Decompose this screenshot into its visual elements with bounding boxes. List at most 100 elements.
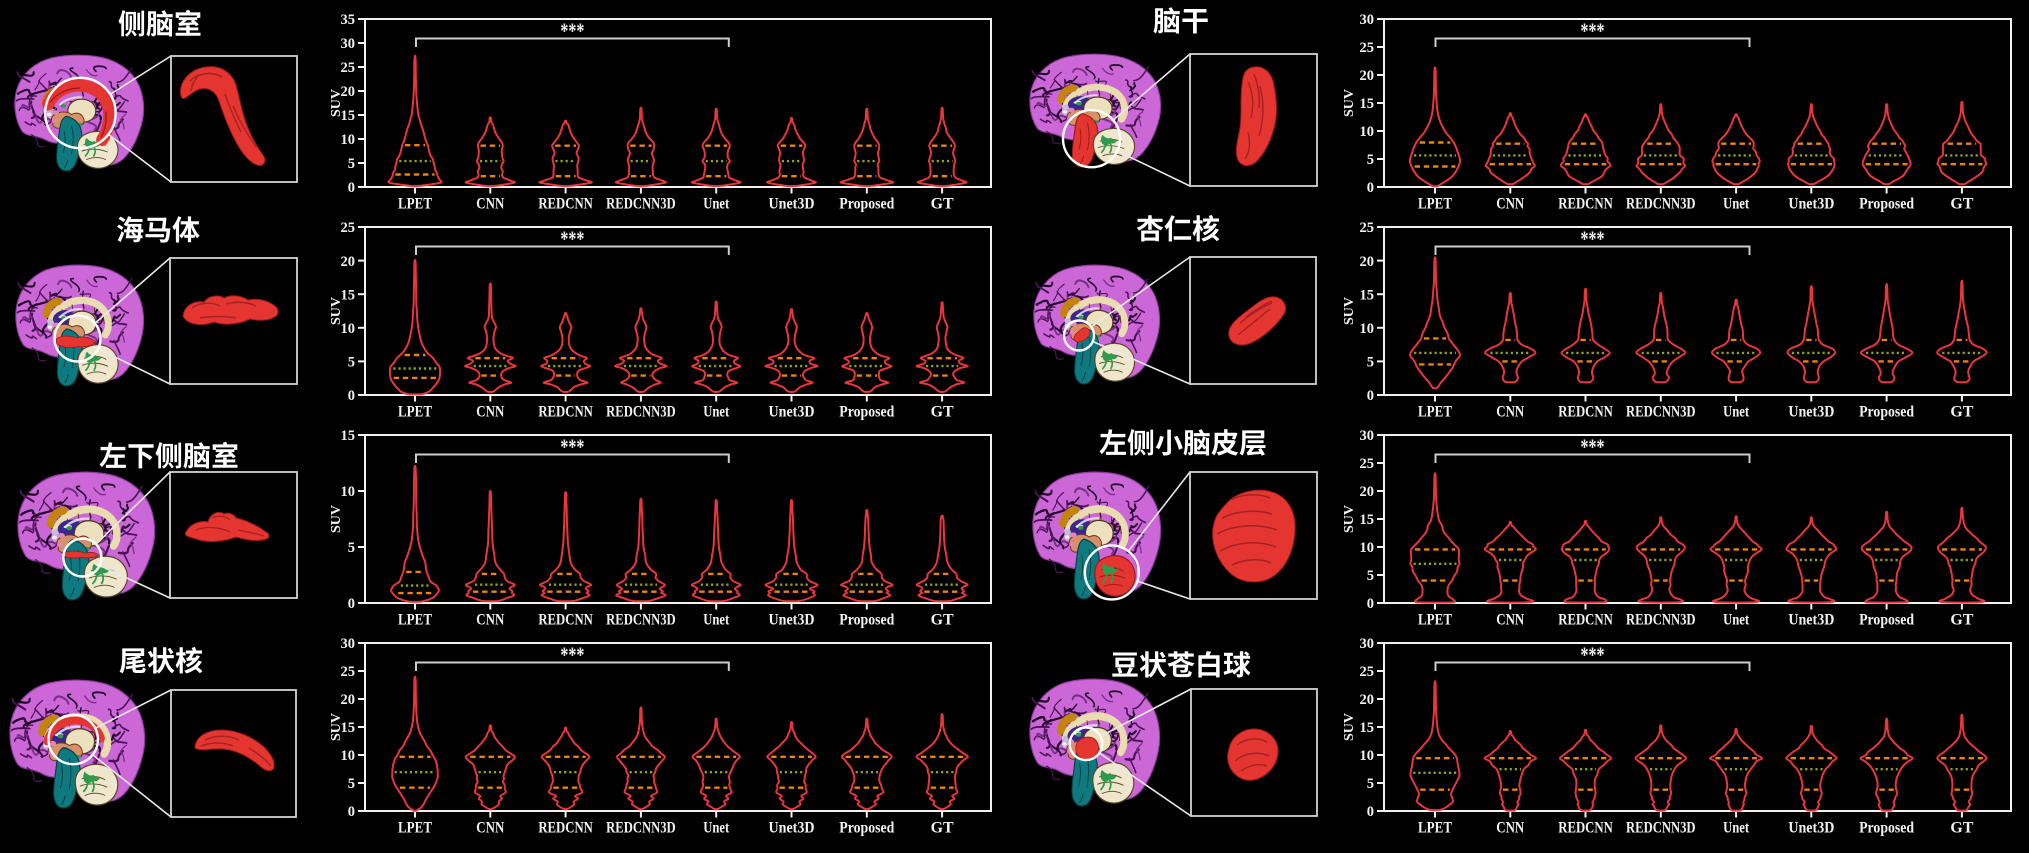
svg-text:10: 10 <box>1360 540 1375 556</box>
svg-text:Unet3D: Unet3D <box>1788 404 1834 421</box>
svg-text:REDCNN3D: REDCNN3D <box>606 612 676 629</box>
svg-text:Unet: Unet <box>703 196 730 213</box>
svg-text:30: 30 <box>341 636 356 652</box>
svg-text:REDCNN3D: REDCNN3D <box>1626 196 1696 213</box>
svg-text:5: 5 <box>1367 568 1374 584</box>
svg-text:***: *** <box>1581 434 1605 459</box>
svg-text:15: 15 <box>341 720 356 736</box>
svg-text:Unet3D: Unet3D <box>769 404 815 421</box>
svg-text:30: 30 <box>1360 636 1375 652</box>
svg-text:LPET: LPET <box>1418 404 1452 421</box>
svg-text:***: *** <box>560 434 584 459</box>
svg-text:Unet3D: Unet3D <box>1788 612 1834 629</box>
svg-text:REDCNN: REDCNN <box>538 612 593 629</box>
svg-text:Proposed: Proposed <box>839 820 894 837</box>
svg-text:CNN: CNN <box>1496 404 1524 421</box>
svg-text:20: 20 <box>341 692 356 708</box>
svg-text:CNN: CNN <box>476 820 504 837</box>
svg-text:REDCNN: REDCNN <box>1558 820 1613 837</box>
svg-text:20: 20 <box>1360 68 1375 84</box>
svg-text:10: 10 <box>1360 321 1375 337</box>
svg-text:Unet: Unet <box>703 820 730 837</box>
svg-text:CNN: CNN <box>1496 612 1524 629</box>
svg-text:LPET: LPET <box>1418 196 1452 213</box>
svg-text:5: 5 <box>348 355 355 371</box>
svg-text:Unet: Unet <box>1723 404 1750 421</box>
svg-text:***: *** <box>560 642 584 667</box>
svg-text:0: 0 <box>348 596 355 612</box>
svg-text:25: 25 <box>341 60 356 76</box>
svg-text:Proposed: Proposed <box>1859 404 1914 421</box>
svg-text:REDCNN: REDCNN <box>1558 404 1613 421</box>
svg-text:SUV: SUV <box>329 505 344 533</box>
svg-text:CNN: CNN <box>1496 196 1524 213</box>
svg-text:LPET: LPET <box>398 404 432 421</box>
svg-text:GT: GT <box>1950 404 1973 421</box>
svg-text:10: 10 <box>1360 124 1375 140</box>
svg-text:25: 25 <box>1360 220 1375 236</box>
svg-text:CNN: CNN <box>476 612 504 629</box>
svg-text:Proposed: Proposed <box>839 612 894 629</box>
svg-text:0: 0 <box>348 180 355 196</box>
svg-text:5: 5 <box>348 776 355 792</box>
svg-text:SUV: SUV <box>1342 505 1357 533</box>
svg-text:Proposed: Proposed <box>1859 196 1914 213</box>
svg-text:Unet: Unet <box>1723 612 1750 629</box>
svg-text:GT: GT <box>931 196 954 213</box>
svg-text:15: 15 <box>1360 96 1375 112</box>
svg-text:25: 25 <box>341 220 356 236</box>
svg-text:GT: GT <box>931 404 954 421</box>
svg-text:LPET: LPET <box>1418 820 1452 837</box>
svg-text:10: 10 <box>341 132 356 148</box>
svg-text:REDCNN: REDCNN <box>1558 612 1613 629</box>
svg-text:10: 10 <box>1360 748 1375 764</box>
svg-text:SUV: SUV <box>1342 89 1357 117</box>
svg-text:LPET: LPET <box>398 820 432 837</box>
svg-text:10: 10 <box>341 321 356 337</box>
svg-text:10: 10 <box>341 748 356 764</box>
svg-text:30: 30 <box>1360 428 1375 444</box>
svg-text:Proposed: Proposed <box>1859 612 1914 629</box>
svg-text:5: 5 <box>348 540 355 556</box>
svg-text:***: *** <box>560 18 584 43</box>
svg-text:5: 5 <box>1367 776 1374 792</box>
svg-text:25: 25 <box>1360 664 1375 680</box>
svg-text:REDCNN: REDCNN <box>538 404 593 421</box>
svg-text:LPET: LPET <box>398 196 432 213</box>
svg-text:0: 0 <box>1367 804 1374 820</box>
svg-text:15: 15 <box>341 108 356 124</box>
svg-text:Proposed: Proposed <box>839 404 894 421</box>
svg-text:10: 10 <box>341 484 356 500</box>
svg-text:REDCNN: REDCNN <box>1558 196 1613 213</box>
svg-text:15: 15 <box>1360 287 1375 303</box>
svg-text:***: *** <box>1581 226 1605 251</box>
svg-text:Unet3D: Unet3D <box>1788 820 1834 837</box>
svg-text:LPET: LPET <box>398 612 432 629</box>
svg-text:REDCNN3D: REDCNN3D <box>1626 612 1696 629</box>
svg-text:30: 30 <box>341 36 356 52</box>
svg-text:LPET: LPET <box>1418 612 1452 629</box>
svg-text:15: 15 <box>1360 512 1375 528</box>
svg-text:REDCNN3D: REDCNN3D <box>606 196 676 213</box>
svg-text:Unet: Unet <box>703 404 730 421</box>
svg-text:SUV: SUV <box>1342 713 1357 741</box>
svg-text:25: 25 <box>341 664 356 680</box>
svg-text:REDCNN3D: REDCNN3D <box>1626 820 1696 837</box>
svg-text:5: 5 <box>348 156 355 172</box>
svg-text:20: 20 <box>1360 254 1375 270</box>
svg-text:REDCNN: REDCNN <box>538 820 593 837</box>
svg-text:SUV: SUV <box>329 297 344 325</box>
svg-text:0: 0 <box>1367 596 1374 612</box>
svg-text:REDCNN3D: REDCNN3D <box>606 404 676 421</box>
svg-text:GT: GT <box>931 612 954 629</box>
svg-text:25: 25 <box>1360 40 1375 56</box>
svg-text:Proposed: Proposed <box>839 196 894 213</box>
svg-text:GT: GT <box>931 820 954 837</box>
svg-text:GT: GT <box>1950 196 1973 213</box>
svg-text:SUV: SUV <box>329 713 344 741</box>
svg-text:CNN: CNN <box>476 196 504 213</box>
svg-text:15: 15 <box>341 428 356 444</box>
svg-text:CNN: CNN <box>1496 820 1524 837</box>
svg-text:REDCNN3D: REDCNN3D <box>606 820 676 837</box>
svg-text:GT: GT <box>1950 612 1973 629</box>
